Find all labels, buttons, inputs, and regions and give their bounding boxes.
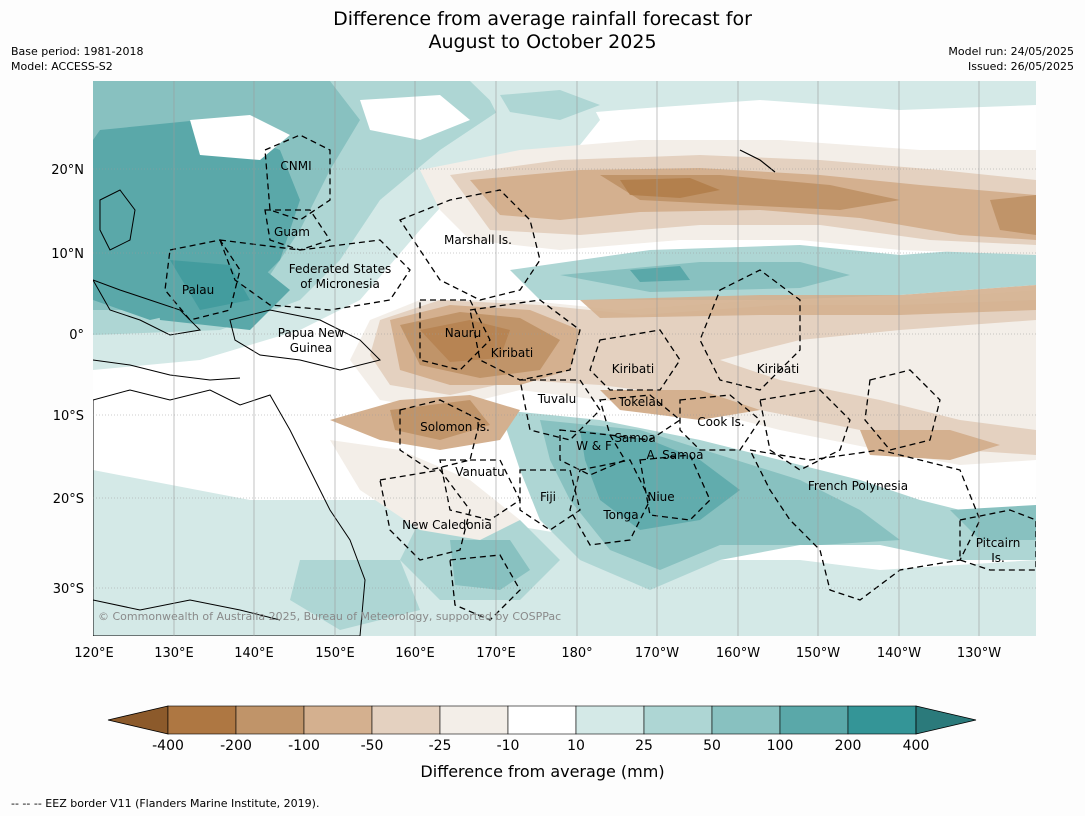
label-fsm-1: Federated States xyxy=(289,262,391,276)
label-pitcairn-1: Pitcairn xyxy=(976,536,1021,550)
colorbar-label: Difference from average (mm) xyxy=(420,762,665,781)
label-tokelau: Tokelau xyxy=(618,395,664,409)
colorbar-swatch xyxy=(575,705,645,735)
meta-right: Model run: 24/05/2025 Issued: 26/05/2025 xyxy=(948,44,1074,74)
colorbar-extend-low xyxy=(107,705,169,735)
label-solomon: Solomon Is. xyxy=(420,420,490,434)
label-cook: Cook Is. xyxy=(697,415,744,429)
colorbar-tick-label: 200 xyxy=(835,738,862,754)
lon-label: 160°E xyxy=(395,646,435,661)
label-new-caledonia: New Caledonia xyxy=(402,518,492,532)
lon-label: 140°E xyxy=(234,646,274,661)
label-tonga: Tonga xyxy=(602,508,638,522)
label-guam: Guam xyxy=(274,225,310,239)
lat-label: 10°N xyxy=(51,247,84,262)
colorbar-extend-high xyxy=(915,705,977,735)
label-kiribati-west: Kiribati xyxy=(491,346,533,360)
eez-legend-note: -- -- -- EEZ border V11 (Flanders Marine… xyxy=(11,797,320,810)
lon-label: 160°W xyxy=(716,646,760,661)
lon-label: 180° xyxy=(561,646,592,661)
latitude-labels: 20°N 10°N 0° 10°S 20°S 30°S xyxy=(51,163,84,597)
colorbar-tick-label: 100 xyxy=(767,738,794,754)
base-period: Base period: 1981-2018 xyxy=(11,45,144,58)
colorbar-swatch xyxy=(779,705,849,735)
colorbar-swatch xyxy=(643,705,713,735)
lat-label: 0° xyxy=(69,328,84,343)
place-labels: CNMI Guam Marshall Is. Federated States … xyxy=(182,159,1020,565)
label-png-1: Papua New xyxy=(278,326,345,340)
label-fiji: Fiji xyxy=(540,490,556,504)
colorbar-swatch xyxy=(507,705,577,735)
colorbar-tick-label: 50 xyxy=(703,738,721,754)
colorbar-swatch xyxy=(235,705,305,735)
colorbar-swatch xyxy=(847,705,917,735)
lon-label: 170°W xyxy=(635,646,679,661)
colorbar-tick-label: -25 xyxy=(429,738,452,754)
model-run: Model run: 24/05/2025 xyxy=(948,45,1074,58)
label-french-polynesia: French Polynesia xyxy=(808,479,908,493)
label-pitcairn-2: Is. xyxy=(991,551,1005,565)
lon-label: 130°W xyxy=(957,646,1001,661)
label-kiribati-east: Kiribati xyxy=(757,362,799,376)
lon-label: 130°E xyxy=(154,646,194,661)
issued-date: Issued: 26/05/2025 xyxy=(967,60,1074,73)
label-american-samoa: A. Samoa xyxy=(647,448,704,462)
lon-label: 140°W xyxy=(877,646,921,661)
colorbar-tick-label: -200 xyxy=(220,738,252,754)
label-palau: Palau xyxy=(182,283,214,297)
colorbar-swatch xyxy=(371,705,441,735)
lat-label: 20°S xyxy=(53,492,84,507)
colorbar-tick-label: 400 xyxy=(903,738,930,754)
colorbar-tick-label: -10 xyxy=(497,738,520,754)
label-samoa: Samoa xyxy=(614,431,655,445)
label-nauru: Nauru xyxy=(445,326,481,340)
colorbar-swatch xyxy=(303,705,373,735)
land-and-borders xyxy=(93,134,1036,636)
label-cnmi: CNMI xyxy=(280,159,311,173)
colorbar-tick-label: -50 xyxy=(361,738,384,754)
map-field: CNMI Guam Marshall Is. Federated States … xyxy=(93,81,1036,636)
lon-label: 150°W xyxy=(796,646,840,661)
model-name: Model: ACCESS-S2 xyxy=(11,60,113,73)
label-fsm-2: of Micronesia xyxy=(300,277,380,291)
colorbar-tick-label: -100 xyxy=(288,738,320,754)
label-kiribati-central: Kiribati xyxy=(612,362,654,376)
colorbar-swatch xyxy=(439,705,509,735)
label-tuvalu: Tuvalu xyxy=(537,392,577,406)
label-marshall: Marshall Is. xyxy=(444,233,512,247)
title-line-2: August to October 2025 xyxy=(428,31,657,53)
lat-label: 10°S xyxy=(53,409,84,424)
colorbar-tick-label: -400 xyxy=(152,738,184,754)
lat-label: 30°S xyxy=(53,582,84,597)
colorbar-tick-label: 10 xyxy=(567,738,585,754)
map-title: Difference from average rainfall forecas… xyxy=(0,8,1085,54)
graticule xyxy=(93,81,1036,636)
label-wallis-futuna: W & F xyxy=(576,439,612,453)
lon-label: 170°E xyxy=(476,646,516,661)
colorbar-swatch xyxy=(711,705,781,735)
copyright-notice: © Commonwealth of Australia 2025, Bureau… xyxy=(98,610,562,623)
lon-label: 150°E xyxy=(315,646,355,661)
colorbar-tick-label: 25 xyxy=(635,738,653,754)
label-png-2: Guinea xyxy=(290,341,333,355)
longitude-labels: 120°E 130°E 140°E 150°E 160°E 170°E 180°… xyxy=(74,646,1001,661)
lon-label: 120°E xyxy=(74,646,114,661)
lat-label: 20°N xyxy=(51,163,84,178)
colorbar-swatch xyxy=(167,705,237,735)
label-niue: Niue xyxy=(647,490,674,504)
meta-left: Base period: 1981-2018 Model: ACCESS-S2 xyxy=(11,44,143,74)
label-vanuatu: Vanuatu xyxy=(455,465,505,479)
colorbar: -400 -200 -100 -50 -25 -10 10 25 50 100 200 400 xyxy=(107,705,977,754)
title-line-1: Difference from average rainfall forecas… xyxy=(333,8,752,30)
